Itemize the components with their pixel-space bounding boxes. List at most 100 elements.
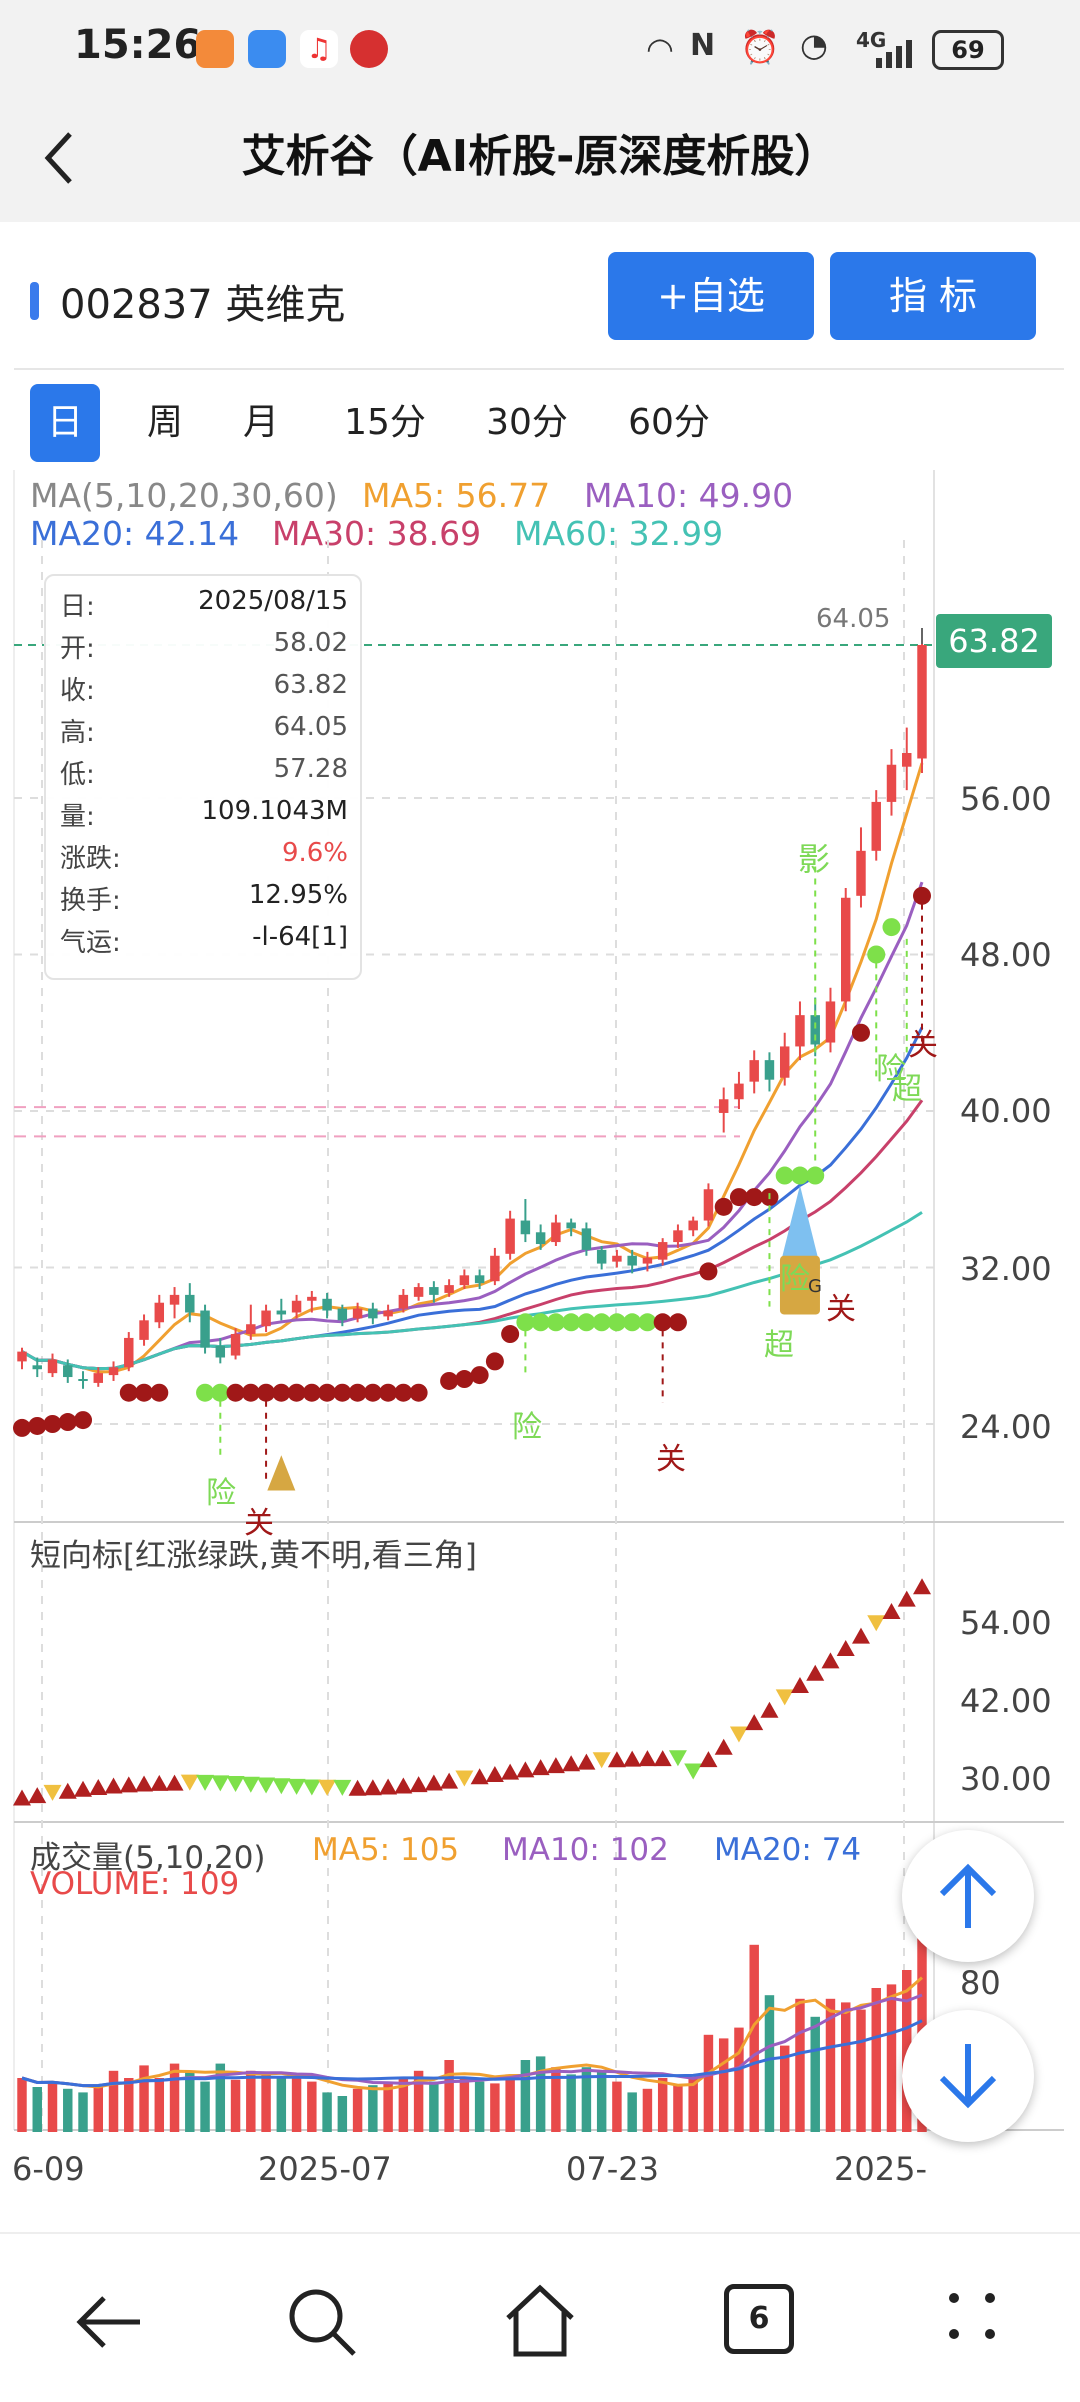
warning-triangle	[267, 1455, 296, 1491]
candle-body	[337, 1308, 348, 1321]
signal-dot	[287, 1383, 306, 1402]
signal-label: 关	[656, 1442, 686, 1477]
ma30-legend: MA30: 38.69	[272, 514, 482, 553]
info-row-close: 收: 63.82	[60, 670, 348, 712]
signal-dot	[790, 1166, 809, 1185]
nfc-icon: N	[690, 28, 716, 63]
volume-bar	[825, 1998, 836, 2132]
tab-monthly[interactable]: 月	[242, 402, 279, 443]
ma10-legend: MA10: 49.90	[584, 476, 794, 515]
indicator-triangle	[882, 1602, 901, 1619]
indicator-triangle	[790, 1677, 809, 1694]
indicator-triangle	[836, 1640, 855, 1656]
volume-bar	[93, 2085, 103, 2132]
signal-label: 险	[512, 1410, 542, 1445]
message-notification-icon	[248, 30, 286, 68]
signal-dot	[348, 1383, 367, 1402]
info-row-fortune: 气运: -l-64[1]	[60, 922, 348, 964]
ma5-legend: MA5: 56.77	[362, 476, 551, 515]
signal-dot	[119, 1383, 138, 1402]
candle-body	[154, 1302, 165, 1323]
indicator-axis-label: 30.00	[960, 1760, 1052, 1798]
signal-label: 险	[876, 1052, 906, 1087]
signal-dot	[806, 1166, 825, 1185]
nav-tabs-button[interactable]: 6	[724, 2284, 794, 2354]
signal-dot	[13, 1418, 31, 1437]
volume-bar	[459, 2078, 470, 2132]
indicator-triangle	[150, 1774, 169, 1791]
signal-dot	[28, 1416, 47, 1435]
tab-30min[interactable]: 30分	[486, 402, 568, 443]
volume-bar	[413, 2070, 424, 2132]
volume-bar	[642, 2088, 653, 2132]
volume-bar	[673, 2085, 683, 2132]
candle-body	[642, 1257, 653, 1264]
tab-60min[interactable]: 60分	[628, 402, 710, 443]
page-title: 艾析谷（AI析股-原深度析股）	[241, 131, 839, 182]
tab-15min[interactable]: 15分	[344, 402, 426, 443]
candle-body	[200, 1310, 210, 1348]
indicator-triangle	[379, 1778, 398, 1795]
nav-back-button[interactable]	[66, 2280, 150, 2364]
volume-bar	[276, 2078, 287, 2132]
candle-body	[322, 1298, 332, 1311]
indicator-triangle	[577, 1753, 596, 1770]
ohlc-info-box: 日: 2025/08/15 开: 58.02 收: 63.82 高: 64.05 低: 5…	[44, 574, 362, 980]
candle-body	[93, 1373, 103, 1383]
indicator-triangle	[89, 1779, 108, 1796]
info-key: 换手:	[60, 886, 121, 916]
volume-bar	[749, 1944, 759, 2132]
volume-bar	[32, 2087, 42, 2132]
kline-chart[interactable]	[0, 470, 1080, 2150]
volume-bar	[291, 2078, 302, 2132]
volume-bar	[657, 2078, 668, 2132]
volume-bar	[322, 2092, 332, 2132]
info-row-low: 低: 57.28	[60, 754, 348, 796]
signal-dot	[668, 1313, 687, 1332]
volume-bar	[444, 2060, 454, 2132]
info-key: 量:	[60, 802, 95, 832]
indicator-triangle	[531, 1759, 550, 1776]
candle-body	[734, 1083, 744, 1100]
status-time: 15:26	[74, 22, 202, 68]
candle-body	[276, 1310, 287, 1315]
tab-daily[interactable]: 日	[30, 384, 100, 462]
volume-ma10: MA10: 102	[502, 1832, 669, 1868]
indicator-button[interactable]: 指 标	[830, 252, 1036, 340]
nav-menu-button[interactable]	[942, 2286, 1002, 2346]
candle-body	[291, 1300, 302, 1313]
x-axis-label: 6-09	[12, 2150, 85, 2188]
scroll-up-button[interactable]	[902, 1830, 1034, 1962]
add-watchlist-button[interactable]: +自选	[608, 252, 814, 340]
indicator-triangle	[592, 1752, 611, 1769]
candle-body	[429, 1287, 439, 1295]
volume-bar	[261, 2074, 271, 2132]
g-signal-label: G	[808, 1276, 822, 1297]
volume-title: 成交量(5,10,20)	[30, 1840, 266, 1876]
nav-search-button[interactable]	[280, 2280, 364, 2364]
nav-home-button[interactable]	[498, 2278, 582, 2362]
signal-dot	[333, 1383, 352, 1402]
scroll-down-button[interactable]	[902, 2010, 1034, 2142]
candle-body	[673, 1230, 683, 1243]
indicator-triangle	[211, 1775, 230, 1792]
candle-body	[551, 1222, 561, 1243]
volume-bar	[490, 2083, 500, 2132]
signal-dot	[745, 1188, 764, 1207]
info-row-volume: 量: 109.1043M	[60, 796, 348, 838]
indicator-triangle	[851, 1627, 870, 1644]
indicator-triangle	[897, 1590, 916, 1607]
signal-label: 险	[780, 1262, 810, 1297]
info-value: 57.28	[273, 754, 348, 784]
price-axis-label: 48.00	[960, 936, 1052, 974]
tab-weekly[interactable]: 周	[146, 402, 183, 443]
battery-indicator: 69	[932, 30, 1004, 70]
volume-bar	[764, 1995, 775, 2132]
volume-bar	[627, 2092, 637, 2132]
back-button[interactable]	[30, 122, 110, 192]
signal-dot	[379, 1383, 398, 1402]
signal-dot	[638, 1313, 657, 1332]
music-notification-icon: ♫	[300, 30, 338, 68]
indicator-triangle	[714, 1738, 733, 1755]
indicator-triangle	[516, 1761, 535, 1778]
